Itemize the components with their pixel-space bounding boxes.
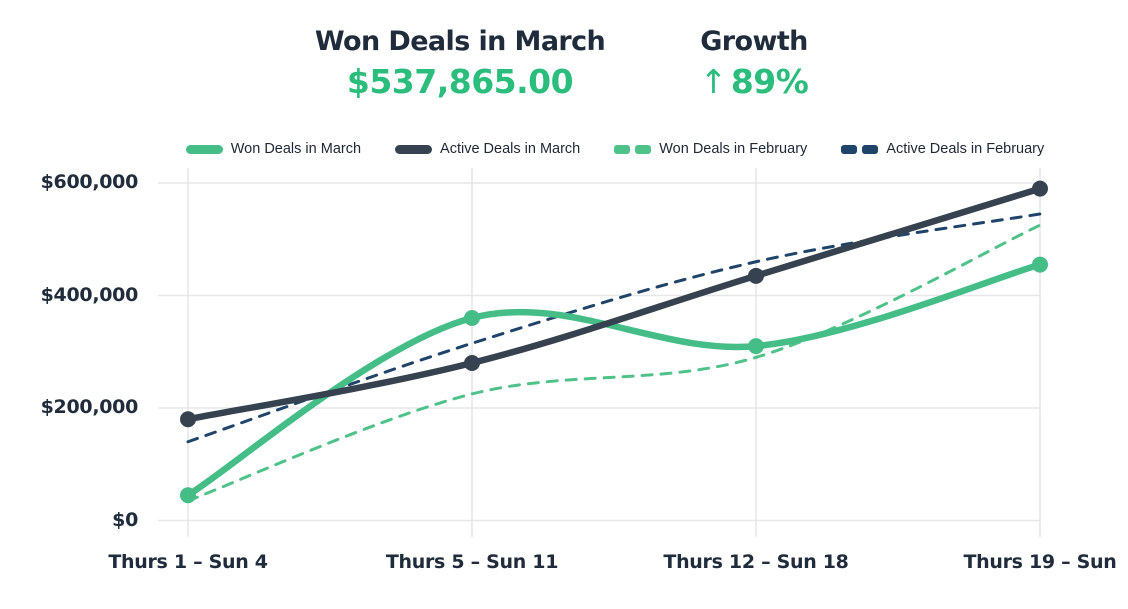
data-point-active-deals-in-march — [748, 267, 764, 284]
x-axis-tick-label: Thurs 19 – Sun — [963, 551, 1117, 573]
growth-percent: 89% — [730, 61, 809, 101]
legend-item-active-deals-in-february[interactable]: Active Deals in February — [841, 141, 1044, 157]
series-line-active-deals-in-february — [186, 212, 1042, 444]
legend-label: Won Deals in March — [230, 141, 362, 157]
legend-item-active-deals-in-march[interactable]: Active Deals in March — [395, 141, 580, 157]
dashed-line-swatch-icon — [614, 144, 652, 154]
y-axis-tick-label: $0 — [112, 508, 138, 531]
up-arrow-icon: ↑ — [699, 61, 728, 101]
growth-value: ↑ 89% — [664, 61, 844, 101]
legend-label: Won Deals in February — [659, 141, 808, 157]
series-line-won-deals-in-march — [184, 261, 1044, 499]
data-point-won-deals-in-march — [748, 338, 764, 355]
data-point-active-deals-in-march — [1032, 180, 1048, 197]
won-deals-value: $537,865.00 — [346, 61, 574, 101]
dashed-line-swatch-icon — [841, 144, 879, 154]
series-line-active-deals-in-march — [184, 185, 1044, 423]
solid-line-swatch-icon — [185, 144, 223, 154]
x-axis-tick-label: Thurs 1 – Sun 4 — [108, 551, 268, 573]
y-axis-tick-label: $400,000 — [40, 283, 139, 306]
data-point-active-deals-in-march — [180, 411, 196, 428]
chart-legend: Won Deals in March Active Deals in March W… — [102, 139, 1128, 159]
legend-label: Active Deals in February — [886, 141, 1045, 157]
y-axis-tick-label: $600,000 — [40, 171, 139, 193]
legend-label: Active Deals in March — [440, 141, 581, 157]
growth-summary: Growth ↑ 89% — [664, 27, 844, 99]
data-point-won-deals-in-march — [180, 487, 196, 504]
data-point-active-deals-in-march — [464, 355, 480, 371]
data-point-won-deals-in-march — [464, 310, 480, 326]
growth-title: Growth — [700, 26, 808, 57]
solid-line-swatch-icon — [395, 144, 433, 154]
won-deals-title: Won Deals in March — [314, 26, 606, 57]
x-axis-tick-label: Thurs 12 – Sun 18 — [663, 551, 849, 573]
y-axis-tick-label: $200,000 — [40, 396, 139, 418]
legend-item-won-deals-in-march[interactable]: Won Deals in March — [185, 141, 362, 157]
legend-item-won-deals-in-february[interactable]: Won Deals in February — [614, 141, 807, 157]
series-line-won-deals-in-february — [186, 223, 1042, 503]
won-deals-summary: Won Deals in March $537,865.00 — [280, 27, 640, 99]
data-point-won-deals-in-march — [1032, 256, 1048, 273]
x-axis-tick-label: Thurs 5 – Sun 11 — [385, 551, 559, 573]
